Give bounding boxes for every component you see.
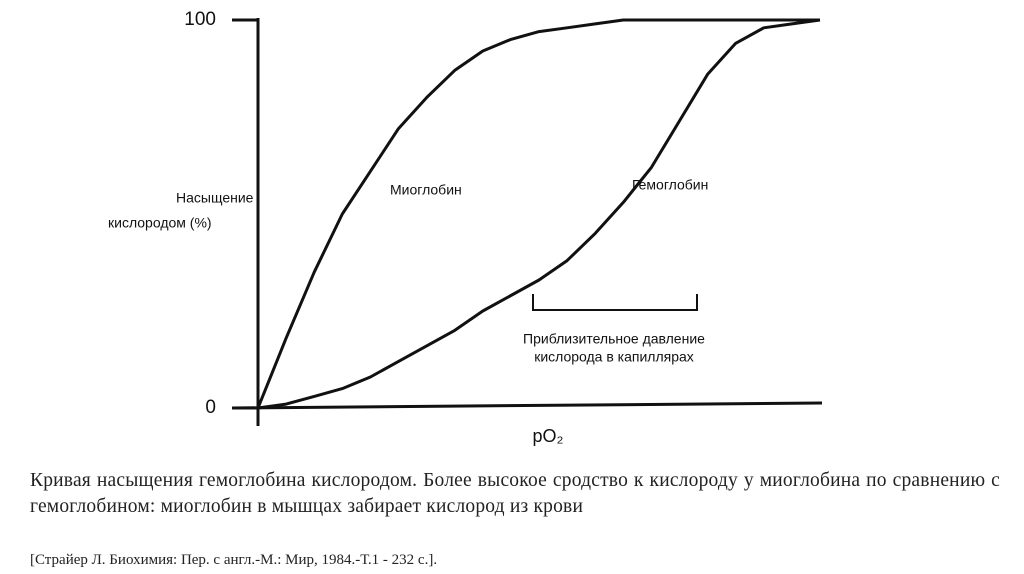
annotation: кислорода в капиллярах xyxy=(534,349,694,365)
series-label: Миоглобин xyxy=(390,182,462,198)
y-tick-label: 100 xyxy=(184,9,216,30)
line xyxy=(256,18,820,409)
series-label: Гемоглобин xyxy=(632,177,708,193)
source: [Страйер Л. Биохимия: Пер. с англ.-М.: М… xyxy=(30,552,438,568)
y-axis-label: Насыщение xyxy=(176,190,254,206)
capillary-bracket xyxy=(532,294,698,311)
y-tick-label: 0 xyxy=(205,397,216,418)
line xyxy=(257,18,821,410)
x-axis-label: pO₂ xyxy=(533,426,564,446)
y-axis-label: кислородом (%) xyxy=(108,215,212,231)
annotation: Приблизительное давление xyxy=(523,331,705,347)
caption: Кривая насыщения гемоглобина кислородом.… xyxy=(30,470,1000,517)
chart: Насыщение кислородом (%) pO₂ Миоглобин Г… xyxy=(108,9,823,446)
x-axis xyxy=(231,401,823,410)
